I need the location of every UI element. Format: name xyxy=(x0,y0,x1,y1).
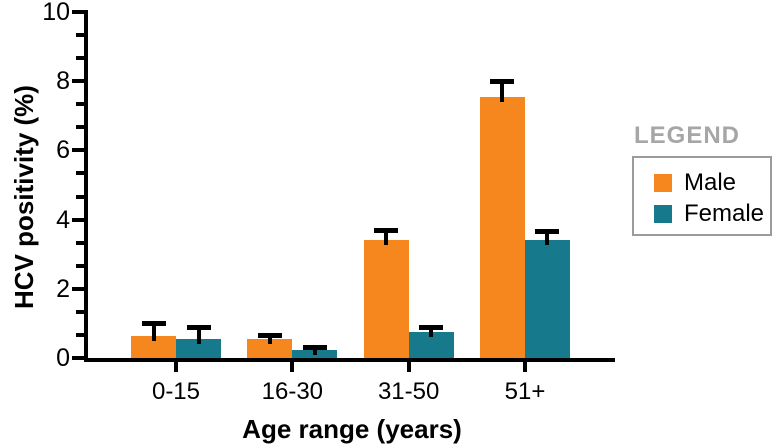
y-tick-minor xyxy=(76,56,84,61)
x-axis-line xyxy=(84,358,615,362)
bar-male-16-30 xyxy=(247,338,293,358)
y-tick-label: 8 xyxy=(56,67,70,96)
legend-label-female: Female xyxy=(684,199,765,227)
x-tick xyxy=(174,362,178,372)
error-bar-cap xyxy=(257,332,282,338)
y-tick-major xyxy=(72,79,84,84)
y-tick-major xyxy=(72,148,84,153)
y-tick-major xyxy=(72,356,84,360)
female-swatch-icon xyxy=(654,204,672,223)
y-tick-minor xyxy=(76,194,84,199)
error-bar-cap xyxy=(302,344,327,350)
x-tick xyxy=(522,362,527,372)
x-tick xyxy=(290,362,295,372)
y-tick-major xyxy=(72,217,84,222)
y-tick-label: 0 xyxy=(56,344,70,372)
y-tick-label: 10 xyxy=(42,0,70,26)
error-bar-cap xyxy=(141,321,166,327)
error-bar-cap xyxy=(374,227,399,233)
legend-item-male: Male xyxy=(654,167,770,198)
x-axis-title: Age range (years) xyxy=(242,414,462,444)
x-tick-label: 31-50 xyxy=(377,378,440,405)
y-tick-minor xyxy=(76,102,84,107)
error-bar-stem xyxy=(545,231,550,246)
y-tick-minor xyxy=(76,309,84,314)
y-tick-minor xyxy=(76,263,84,268)
x-tick-label: 51+ xyxy=(504,378,546,405)
error-bar-stem xyxy=(267,334,272,344)
legend-box: Male Female xyxy=(632,156,772,236)
error-bar-stem xyxy=(312,346,317,356)
y-tick-minor xyxy=(76,332,84,337)
error-bar-cap xyxy=(490,79,515,85)
y-tick-major xyxy=(72,286,84,291)
error-bar-cap xyxy=(535,229,560,235)
y-tick-minor xyxy=(76,171,84,176)
x-tick-label: 16-30 xyxy=(261,378,324,405)
y-tick-label: 4 xyxy=(56,205,70,234)
error-bar-stem xyxy=(384,229,389,246)
bar-female-0-15 xyxy=(176,338,221,358)
legend-item-female: Female xyxy=(654,198,770,229)
bar-female-51 xyxy=(524,240,570,358)
error-bar-stem xyxy=(151,323,156,341)
bar-male-0-15 xyxy=(131,335,176,358)
bar-male-51 xyxy=(479,96,525,358)
y-tick-label: 6 xyxy=(56,136,70,165)
y-axis-line xyxy=(84,10,88,362)
error-bar-cap xyxy=(419,324,444,330)
y-tick-minor xyxy=(76,33,84,38)
x-tick xyxy=(406,362,411,372)
y-tick-minor xyxy=(76,125,84,130)
male-swatch-icon xyxy=(654,173,672,192)
y-tick-major xyxy=(72,10,84,14)
error-bar-stem xyxy=(500,81,505,102)
y-tick-label: 2 xyxy=(56,274,70,303)
error-bar-cap xyxy=(186,324,211,330)
y-tick-minor xyxy=(76,240,84,245)
x-tick-label: 0-15 xyxy=(151,378,201,405)
legend-title: LEGEND xyxy=(634,122,741,149)
legend-label-male: Male xyxy=(684,168,737,196)
error-bar-stem xyxy=(196,326,201,344)
bar-male-31-50 xyxy=(363,240,409,358)
error-bar-stem xyxy=(429,326,434,338)
